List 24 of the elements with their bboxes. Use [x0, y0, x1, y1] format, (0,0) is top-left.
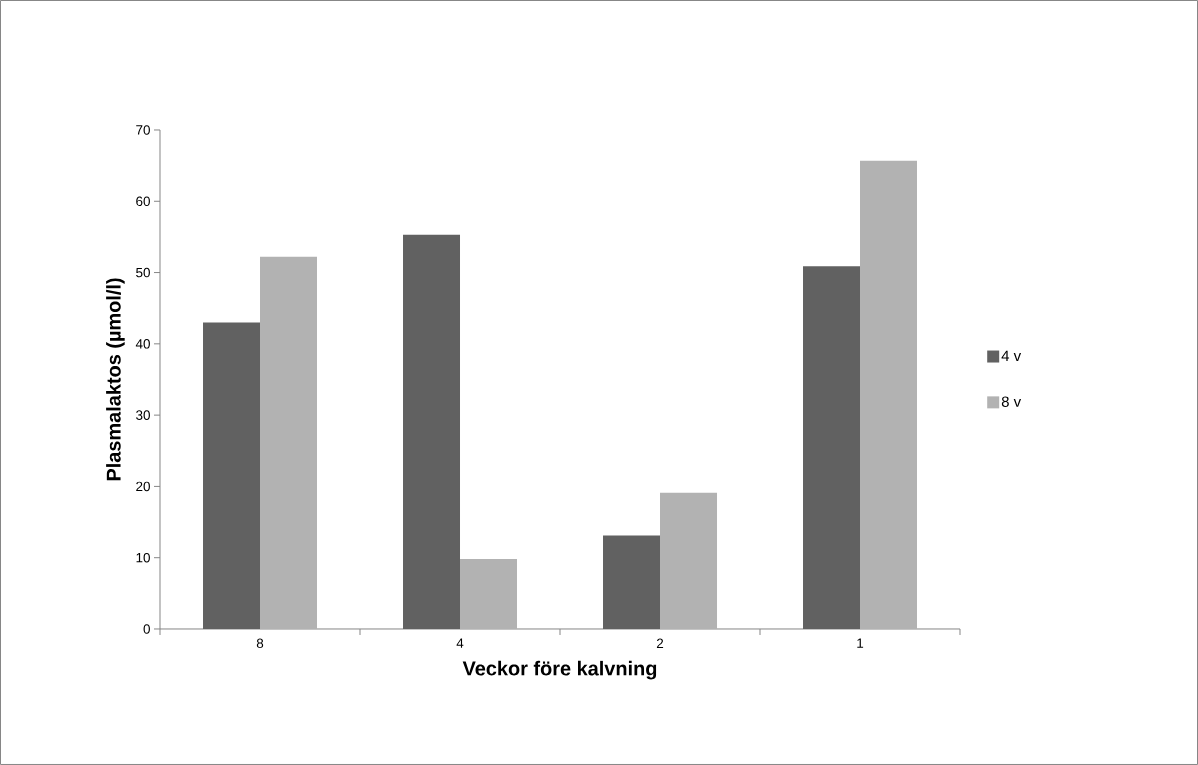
y-tick-label: 60	[136, 196, 150, 207]
y-tick-label: 50	[136, 267, 150, 278]
bar	[660, 492, 718, 629]
bar	[203, 322, 261, 629]
y-axis-title: Plasmalaktos (µmol/l)	[106, 278, 125, 481]
y-tick-label: 30	[136, 410, 150, 420]
bar	[460, 559, 518, 629]
x-tick-label: 1	[857, 638, 864, 648]
bar	[803, 266, 861, 629]
y-tick-label: 20	[136, 481, 150, 492]
legend-label: 8 v	[1001, 396, 1022, 407]
bar	[403, 234, 461, 629]
x-tick-label: 8	[256, 638, 264, 649]
x-tick-label: 2	[656, 638, 664, 648]
y-tick-label: 70	[136, 125, 150, 135]
bar	[260, 256, 318, 629]
bar	[603, 535, 661, 629]
legend-label: 4 v	[1001, 350, 1022, 361]
y-tick-label: 10	[136, 552, 150, 563]
y-tick-label: 0	[143, 624, 150, 634]
x-tick-label: 4	[456, 638, 464, 648]
bar	[860, 160, 918, 629]
x-axis-title: Veckor före kalvning	[462, 660, 657, 680]
y-tick-label: 40	[135, 339, 150, 349]
